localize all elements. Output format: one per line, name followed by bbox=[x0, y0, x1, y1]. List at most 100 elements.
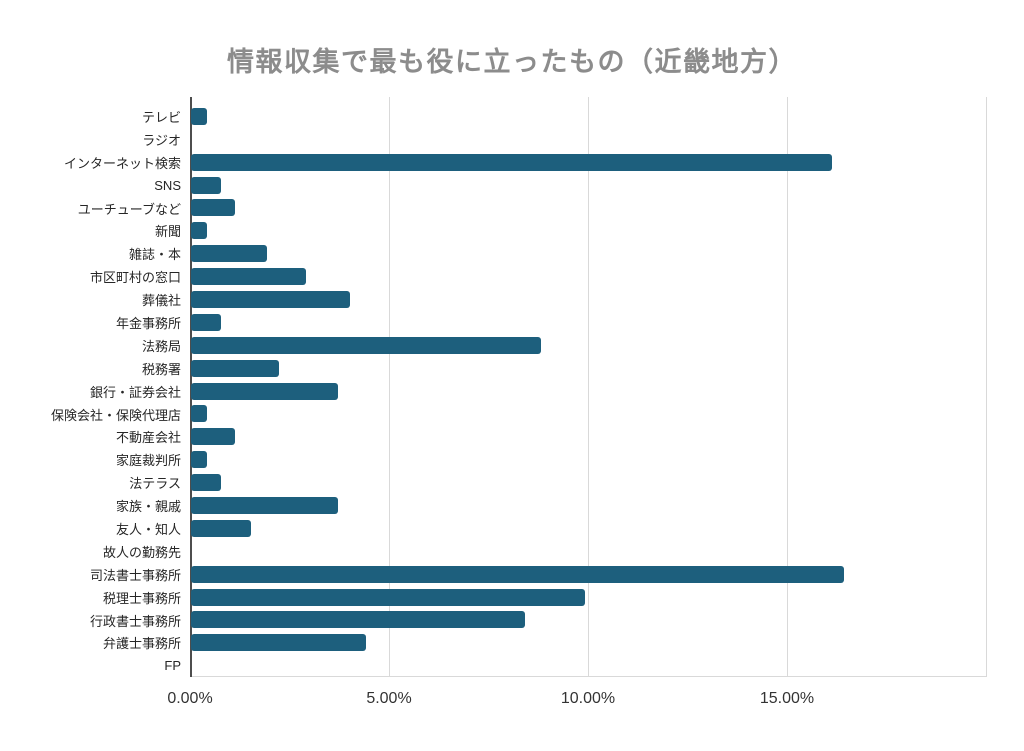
bar-track bbox=[190, 311, 986, 334]
category-label: 不動産会社 bbox=[115, 430, 181, 446]
bar bbox=[191, 428, 235, 446]
bar-track bbox=[190, 151, 986, 174]
bar-track bbox=[190, 609, 986, 632]
gridline-10pct bbox=[588, 97, 589, 678]
category-label: インターネット検索 bbox=[63, 155, 181, 171]
bar-track bbox=[190, 357, 986, 380]
bar-track bbox=[190, 540, 986, 563]
chart-row: 市区町村の窓口 bbox=[0, 265, 986, 288]
category-label: 年金事務所 bbox=[115, 315, 181, 331]
chart-row: 行政書士事務所 bbox=[0, 609, 986, 632]
bar-track bbox=[190, 425, 986, 448]
x-tick-label: 5.00% bbox=[366, 690, 412, 708]
chart-row: 法テラス bbox=[0, 471, 986, 494]
category-label: 行政書士事務所 bbox=[89, 613, 181, 629]
chart-row: 雑誌・本 bbox=[0, 242, 986, 265]
category-label: 新聞 bbox=[154, 224, 181, 240]
chart-row: 新聞 bbox=[0, 219, 986, 242]
bar bbox=[191, 405, 207, 423]
chart-row: 友人・知人 bbox=[0, 517, 986, 540]
chart-row: 不動産会社 bbox=[0, 425, 986, 448]
bar bbox=[191, 519, 251, 537]
x-tick-label: 0.00% bbox=[167, 690, 213, 708]
chart-row: FP bbox=[0, 654, 986, 677]
category-label: 雑誌・本 bbox=[128, 247, 181, 263]
chart-row: 税務署 bbox=[0, 357, 986, 380]
category-label: 葬儀社 bbox=[141, 293, 181, 309]
bar bbox=[191, 382, 339, 400]
chart-row: 法務局 bbox=[0, 334, 986, 357]
category-label: SNS bbox=[154, 177, 181, 193]
bar bbox=[191, 153, 832, 171]
chart-row: ユーチューブなど bbox=[0, 197, 986, 220]
bar-track bbox=[190, 631, 986, 654]
x-axis: 0.00% 5.00% 10.00% 15.00% bbox=[167, 677, 986, 717]
category-label: ユーチューブなど bbox=[77, 201, 181, 217]
chart-row: テレビ bbox=[0, 105, 986, 128]
bar bbox=[191, 497, 339, 515]
bar bbox=[191, 268, 307, 286]
category-label: 税務署 bbox=[141, 361, 181, 377]
bar bbox=[191, 176, 221, 194]
gridline-15pct bbox=[787, 97, 788, 678]
bar-track bbox=[190, 242, 986, 265]
chart-row: 銀行・証券会社 bbox=[0, 380, 986, 403]
bar bbox=[191, 107, 207, 125]
bar bbox=[191, 199, 235, 217]
bar bbox=[191, 611, 526, 629]
bar-track bbox=[190, 403, 986, 426]
bar bbox=[191, 313, 221, 331]
bar-track bbox=[190, 494, 986, 517]
category-label: FP bbox=[164, 658, 181, 674]
bar-track bbox=[190, 380, 986, 403]
bar-track bbox=[190, 517, 986, 540]
bar-track bbox=[190, 586, 986, 609]
bar bbox=[191, 222, 207, 240]
bar-track bbox=[190, 174, 986, 197]
category-label: 故人の勤務先 bbox=[102, 544, 181, 560]
chart-row: 弁護士事務所 bbox=[0, 631, 986, 654]
chart-row: ラジオ bbox=[0, 128, 986, 151]
x-tick-label: 10.00% bbox=[560, 690, 616, 708]
bar-track bbox=[190, 105, 986, 128]
category-label: 法務局 bbox=[141, 338, 181, 354]
gridline-5pct bbox=[389, 97, 390, 678]
category-label: 友人・知人 bbox=[115, 521, 181, 537]
category-label: 市区町村の窓口 bbox=[89, 270, 181, 286]
bar bbox=[191, 451, 207, 469]
bar-track bbox=[190, 265, 986, 288]
chart-row: 税理士事務所 bbox=[0, 586, 986, 609]
bar-track bbox=[190, 448, 986, 471]
bar bbox=[191, 245, 267, 263]
category-label: 弁護士事務所 bbox=[102, 636, 181, 652]
category-label: 家庭裁判所 bbox=[115, 453, 181, 469]
bar bbox=[191, 291, 351, 309]
chart-row: 年金事務所 bbox=[0, 311, 986, 334]
bar bbox=[191, 336, 542, 354]
chart-title: 情報収集で最も役に立ったもの（近畿地方） bbox=[227, 47, 797, 77]
bar-track bbox=[190, 197, 986, 220]
category-label: 司法書士事務所 bbox=[89, 567, 181, 583]
bar bbox=[191, 359, 279, 377]
chart-row: 家庭裁判所 bbox=[0, 448, 986, 471]
category-label: 保険会社・保険代理店 bbox=[50, 407, 181, 423]
gridline-20pct bbox=[986, 97, 987, 678]
category-label: 銀行・証券会社 bbox=[89, 384, 181, 400]
chart-row: インターネット検索 bbox=[0, 151, 986, 174]
category-label: 法テラス bbox=[129, 476, 181, 492]
bar-track bbox=[190, 471, 986, 494]
bar bbox=[191, 565, 844, 583]
chart-row: 保険会社・保険代理店 bbox=[0, 403, 986, 426]
bar-track bbox=[190, 334, 986, 357]
bar-track bbox=[190, 219, 986, 242]
bar-track bbox=[190, 288, 986, 311]
x-tick-label: 15.00% bbox=[759, 690, 815, 708]
chart-row: SNS bbox=[0, 174, 986, 197]
bar-track bbox=[190, 128, 986, 151]
bar bbox=[191, 634, 367, 652]
chart-row: 故人の勤務先 bbox=[0, 540, 986, 563]
bar-chart: テレビ ラジオ インターネット検索 SNS ユーチューブなど 新聞 bbox=[0, 97, 987, 717]
bar bbox=[191, 474, 221, 492]
chart-row: 家族・親戚 bbox=[0, 494, 986, 517]
